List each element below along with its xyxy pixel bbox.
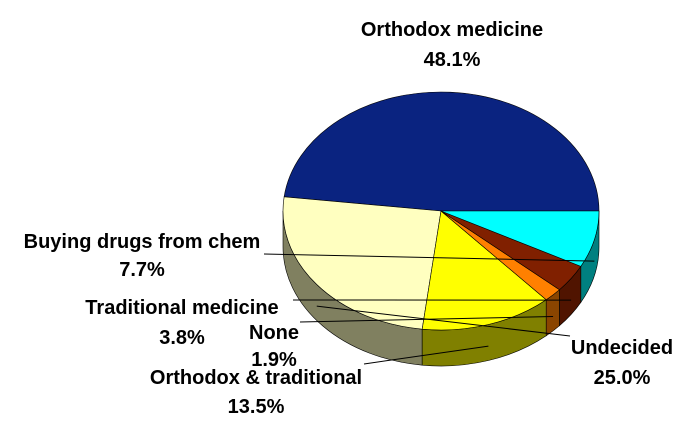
slice-label-undecided: Undecided <box>571 337 673 359</box>
slice-value-orthodox-traditional: 13.5% <box>228 396 285 418</box>
pie-slice-buying-drugs-from-chem <box>440 210 600 267</box>
leader-line-undecided <box>316 305 571 337</box>
slice-value-none: 1.9% <box>251 349 297 371</box>
slice-value-orthodox-medicine: 48.1% <box>424 49 481 71</box>
slice-value-traditional-medicine: 3.8% <box>159 327 205 349</box>
leader-lines <box>263 253 595 365</box>
pie-slice-orthodox-medicine <box>283 91 600 212</box>
slice-label-orthodox-medicine: Orthodox medicine <box>361 19 543 41</box>
slice-label-traditional-medicine: Traditional medicine <box>85 297 278 319</box>
leader-line-orthodox-traditional <box>363 345 489 365</box>
slice-label-none: None <box>249 322 299 344</box>
leader-line-buying-drugs-from-chem <box>263 253 595 262</box>
slice-label-buying-drugs: Buying drugs from chem <box>24 231 261 253</box>
pie-slices <box>282 91 600 331</box>
leader-line-none <box>299 315 554 323</box>
slice-value-undecided: 25.0% <box>594 367 651 389</box>
pie-slice-undecided <box>282 196 442 330</box>
slice-value-buying-drugs: 7.7% <box>119 259 165 281</box>
slice-label-orthodox-traditional: Orthodox & traditional <box>150 367 362 389</box>
